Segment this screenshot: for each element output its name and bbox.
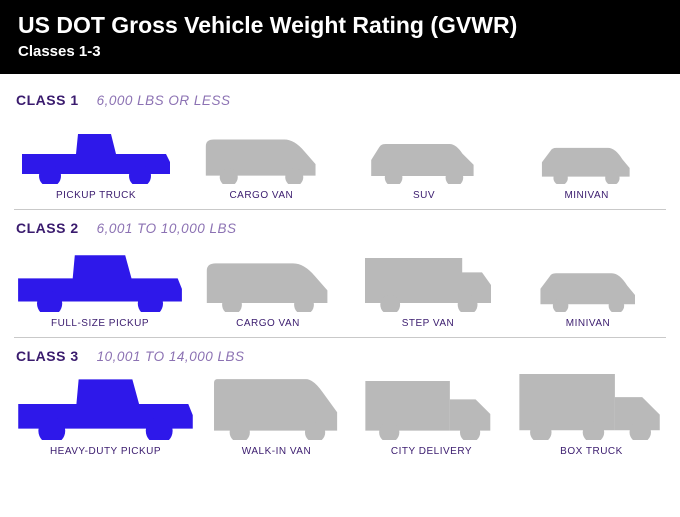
vehicle-label: HEAVY-DUTY PICKUP — [16, 446, 195, 457]
cargo-van-icon — [184, 118, 339, 184]
chart-body: CLASS 1 6,000 LBS OR LESS PICKUP TRUCK CA… — [0, 74, 680, 465]
vehicle-cell: HEAVY-DUTY PICKUP — [16, 374, 195, 457]
vehicle-cell: SUV — [347, 118, 502, 201]
vehicle-row: PICKUP TRUCK CARGO VAN SUV MINIVAN — [16, 118, 664, 201]
minivan-icon — [509, 118, 664, 184]
class-name: CLASS 3 — [16, 348, 79, 364]
pickup-large-icon — [16, 246, 184, 312]
walkin-van-icon — [203, 374, 350, 440]
vehicle-label: WALK-IN VAN — [203, 446, 350, 457]
class-weight: 10,001 TO 14,000 LBS — [97, 349, 245, 364]
vehicle-label: FULL-SIZE PICKUP — [16, 318, 184, 329]
vehicle-cell: CITY DELIVERY — [358, 374, 505, 457]
vehicle-cell: WALK-IN VAN — [203, 374, 350, 457]
cargo-van-icon — [192, 246, 344, 312]
vehicle-label: CARGO VAN — [184, 190, 339, 201]
vehicle-label: BOX TRUCK — [513, 446, 670, 457]
vehicle-cell: CARGO VAN — [192, 246, 344, 329]
header: US DOT Gross Vehicle Weight Rating (GVWR… — [0, 0, 680, 74]
class-header: CLASS 2 6,001 TO 10,000 LBS — [16, 220, 664, 236]
city-delivery-icon — [358, 374, 505, 440]
vehicle-cell: BOX TRUCK — [513, 374, 670, 457]
suv-icon — [347, 118, 502, 184]
vehicle-cell: MINIVAN — [512, 246, 664, 329]
class-row: CLASS 3 10,001 TO 14,000 LBS HEAVY-DUTY P… — [14, 337, 666, 465]
class-name: CLASS 1 — [16, 92, 79, 108]
page-subtitle: Classes 1-3 — [18, 43, 662, 60]
minivan-icon — [512, 246, 664, 312]
vehicle-label: CITY DELIVERY — [358, 446, 505, 457]
pickup-large-icon — [16, 374, 195, 440]
page-title: US DOT Gross Vehicle Weight Rating (GVWR… — [18, 12, 662, 39]
class-weight: 6,001 TO 10,000 LBS — [97, 221, 237, 236]
class-header: CLASS 3 10,001 TO 14,000 LBS — [16, 348, 664, 364]
vehicle-label: CARGO VAN — [192, 318, 344, 329]
vehicle-row: HEAVY-DUTY PICKUP WALK-IN VAN CITY DELIV… — [16, 374, 664, 457]
class-weight: 6,000 LBS OR LESS — [97, 93, 231, 108]
vehicle-cell: MINIVAN — [509, 118, 664, 201]
class-row: CLASS 2 6,001 TO 10,000 LBS FULL-SIZE PIC… — [14, 209, 666, 337]
vehicle-row: FULL-SIZE PICKUP CARGO VAN STEP VAN MINI… — [16, 246, 664, 329]
vehicle-label: STEP VAN — [352, 318, 504, 329]
vehicle-cell: FULL-SIZE PICKUP — [16, 246, 184, 329]
class-name: CLASS 2 — [16, 220, 79, 236]
vehicle-label: PICKUP TRUCK — [16, 190, 176, 201]
vehicle-cell: CARGO VAN — [184, 118, 339, 201]
class-header: CLASS 1 6,000 LBS OR LESS — [16, 92, 664, 108]
vehicle-label: SUV — [347, 190, 502, 201]
vehicle-cell: PICKUP TRUCK — [16, 118, 176, 201]
box-truck-icon — [513, 374, 670, 440]
pickup-icon — [16, 118, 176, 184]
class-row: CLASS 1 6,000 LBS OR LESS PICKUP TRUCK CA… — [14, 82, 666, 209]
vehicle-label: MINIVAN — [512, 318, 664, 329]
step-van-icon — [352, 246, 504, 312]
vehicle-label: MINIVAN — [509, 190, 664, 201]
vehicle-cell: STEP VAN — [352, 246, 504, 329]
